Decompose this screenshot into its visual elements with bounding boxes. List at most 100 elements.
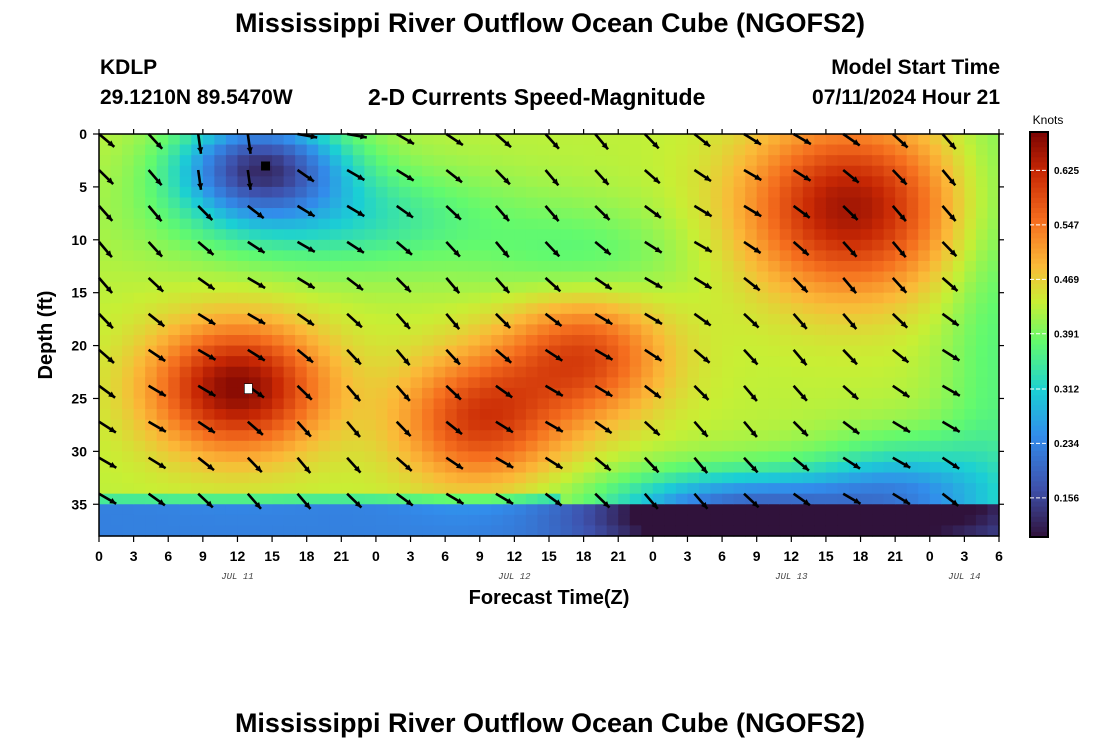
heatmap-cell bbox=[133, 504, 146, 516]
heatmap-cell bbox=[306, 260, 319, 273]
heatmap-cell bbox=[595, 356, 608, 368]
heatmap-cell bbox=[283, 483, 296, 495]
heatmap-cell bbox=[145, 430, 158, 442]
heatmap-cell bbox=[272, 345, 285, 357]
heatmap-cell bbox=[99, 483, 112, 495]
current-vector bbox=[346, 384, 362, 402]
heatmap-cell bbox=[952, 208, 965, 220]
heatmap-cell bbox=[756, 271, 769, 283]
heatmap-cell bbox=[883, 345, 896, 357]
heatmap-cell bbox=[699, 144, 712, 156]
heatmap-cell bbox=[779, 504, 792, 516]
heatmap-cell bbox=[399, 260, 412, 273]
station-coordinates: 29.1210N 89.5470W bbox=[100, 86, 293, 109]
current-vector bbox=[594, 456, 612, 472]
current-vector bbox=[246, 169, 253, 190]
heatmap-cell bbox=[514, 398, 527, 410]
current-vector bbox=[792, 204, 811, 219]
heatmap-cell bbox=[964, 186, 977, 199]
current-vector bbox=[346, 240, 365, 254]
heatmap-cell bbox=[364, 430, 377, 442]
heatmap-cell bbox=[422, 197, 435, 209]
heatmap-cell bbox=[952, 366, 965, 378]
x-tick-label: 9 bbox=[753, 548, 761, 564]
heatmap-cell bbox=[237, 313, 250, 326]
heatmap-cell bbox=[525, 472, 539, 484]
heatmap-cell bbox=[341, 335, 354, 347]
heatmap-cell bbox=[595, 176, 608, 188]
heatmap-cell bbox=[675, 197, 689, 209]
heatmap-cell bbox=[618, 493, 631, 505]
heatmap-cell bbox=[133, 398, 146, 410]
heatmap-cell bbox=[387, 377, 400, 389]
current-vector bbox=[147, 133, 164, 150]
heatmap-cell bbox=[964, 197, 977, 209]
heatmap-cell bbox=[906, 239, 919, 251]
heatmap-cell bbox=[399, 239, 412, 251]
model-start-value: 07/11/2024 Hour 21 bbox=[812, 86, 1000, 109]
heatmap-cell bbox=[745, 472, 758, 484]
heatmap-cell bbox=[283, 356, 296, 368]
heatmap-cell bbox=[237, 250, 250, 262]
heatmap-cell bbox=[329, 377, 342, 389]
heatmap-cell bbox=[583, 218, 596, 230]
heatmap-cell bbox=[802, 525, 815, 537]
heatmap-cell bbox=[214, 271, 227, 283]
current-vector bbox=[892, 492, 911, 506]
heatmap-cell bbox=[225, 260, 239, 273]
heatmap-cell bbox=[110, 282, 123, 294]
heatmap-cell bbox=[352, 176, 365, 188]
current-vector bbox=[395, 276, 412, 293]
heatmap-cell bbox=[502, 398, 515, 410]
heatmap-cell bbox=[699, 313, 712, 326]
heatmap-cell bbox=[352, 229, 365, 241]
heatmap-cell bbox=[133, 155, 146, 167]
heatmap-cell bbox=[272, 514, 285, 527]
heatmap-cell bbox=[975, 144, 989, 156]
heatmap-cell bbox=[179, 271, 192, 283]
heatmap-cell bbox=[514, 324, 527, 336]
heatmap-cell bbox=[156, 271, 169, 283]
heatmap-cell bbox=[952, 409, 965, 421]
heatmap-cell bbox=[710, 493, 723, 505]
heatmap-cell bbox=[664, 313, 677, 326]
heatmap-cell bbox=[687, 387, 700, 400]
heatmap-cell bbox=[99, 176, 112, 188]
colorbar-swatch bbox=[1030, 420, 1048, 427]
heatmap-cell bbox=[987, 356, 1000, 368]
heatmap-cell bbox=[699, 493, 712, 505]
heatmap-cell bbox=[722, 144, 735, 156]
heatmap-cell bbox=[802, 250, 815, 262]
heatmap-cell bbox=[537, 186, 550, 199]
heatmap-cell bbox=[422, 398, 435, 410]
heatmap-cell bbox=[606, 218, 619, 230]
heatmap-cell bbox=[895, 387, 908, 400]
heatmap-cell bbox=[791, 144, 804, 156]
heatmap-cell bbox=[664, 282, 677, 294]
heatmap-cell bbox=[918, 345, 931, 357]
heatmap-cell bbox=[364, 155, 377, 167]
heatmap-cell bbox=[445, 440, 458, 452]
heatmap-cell bbox=[249, 155, 262, 167]
heatmap-cell bbox=[468, 504, 481, 516]
heatmap-cell bbox=[779, 387, 792, 400]
heatmap-cell bbox=[329, 366, 342, 378]
heatmap-cell bbox=[122, 313, 135, 326]
heatmap-cell bbox=[225, 440, 239, 452]
heatmap-cell bbox=[837, 398, 850, 410]
heatmap-cell bbox=[768, 525, 781, 537]
heatmap-cell bbox=[964, 366, 977, 378]
heatmap-cell bbox=[675, 303, 689, 315]
heatmap-cell bbox=[872, 504, 885, 516]
heatmap-cell bbox=[502, 483, 515, 495]
heatmap-cell bbox=[502, 366, 515, 378]
heatmap-cell bbox=[445, 144, 458, 156]
heatmap-cell bbox=[179, 366, 192, 378]
current-vector bbox=[792, 168, 812, 182]
heatmap-cell bbox=[260, 197, 273, 209]
heatmap-cell bbox=[710, 186, 723, 199]
heatmap-cell bbox=[837, 324, 850, 336]
heatmap-cell bbox=[952, 155, 965, 167]
heatmap-cell bbox=[237, 483, 250, 495]
x-tick-label: 15 bbox=[818, 548, 834, 564]
